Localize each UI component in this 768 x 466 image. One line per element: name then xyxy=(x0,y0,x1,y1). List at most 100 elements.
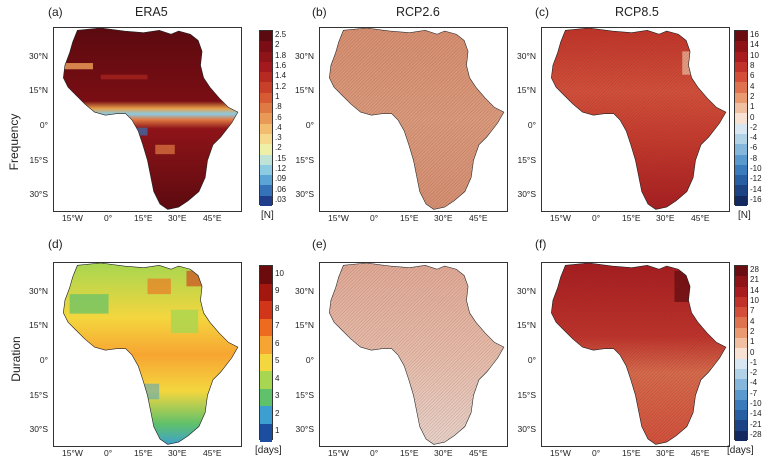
y-tick: 30°N xyxy=(29,286,48,296)
x-tick: 45°E xyxy=(203,213,222,223)
colorbar-swatch xyxy=(735,103,747,114)
colorbar-tick-label: .6 xyxy=(275,112,282,122)
colorbar-swatch xyxy=(735,51,747,63)
colorbar-swatch xyxy=(735,31,747,42)
colorbar-tick-label: 10 xyxy=(275,268,284,278)
y-tick: 0° xyxy=(527,355,536,365)
colorbar-era5-frequency xyxy=(259,30,273,207)
x-tick: 15°E xyxy=(134,448,153,458)
colorbar-swatch xyxy=(260,154,272,166)
y-tick: 15°N xyxy=(29,320,48,330)
y-tick: 0° xyxy=(305,120,314,130)
y-tick: 30°S xyxy=(29,424,48,434)
y-tick: 0° xyxy=(527,120,536,130)
x-tick: 45°E xyxy=(691,213,710,223)
colorbar-swatch xyxy=(735,399,747,411)
colorbar-tick-label: 8 xyxy=(750,61,755,71)
colorbar-swatch xyxy=(735,348,747,360)
x-tick: 15°E xyxy=(400,448,419,458)
colorbar-swatch xyxy=(260,175,272,186)
colorbar-swatch xyxy=(260,318,272,337)
colorbar-tick-label: -14 xyxy=(750,409,762,419)
colorbar-tick-label: -4 xyxy=(750,378,758,388)
y-tick: 30°N xyxy=(517,51,536,61)
x-tick: 45°E xyxy=(469,213,488,223)
colorbar-swatch xyxy=(735,92,747,104)
colorbar-swatch xyxy=(735,410,747,421)
colorbar-swatch xyxy=(735,123,747,135)
y-tick: 30°S xyxy=(517,424,536,434)
panel-letter-f: (f) xyxy=(535,237,547,251)
colorbar-swatch xyxy=(260,51,272,63)
colorbar-swatch xyxy=(260,423,272,442)
colorbar-tick-label: 1 xyxy=(750,102,755,112)
colorbar-swatch xyxy=(260,82,272,94)
y-tick: 30°S xyxy=(29,189,48,199)
colorbar-tick-label: 7 xyxy=(275,321,280,331)
colorbar-tick-label: 14 xyxy=(750,40,759,50)
x-tick: 30°E xyxy=(434,213,453,223)
y-tick: 30°N xyxy=(295,51,314,61)
colorbar-swatch xyxy=(735,379,747,391)
colorbar-tick-label: 16 xyxy=(750,30,759,40)
panel-letter-a: (a) xyxy=(48,5,63,19)
y-tick: 30°S xyxy=(295,189,314,199)
colorbar-swatch xyxy=(735,164,747,176)
colorbar-swatch xyxy=(260,123,272,135)
colorbar-swatch xyxy=(735,430,747,442)
colorbar-swatch xyxy=(735,82,747,94)
y-tick: 15°S xyxy=(29,155,48,165)
colorbar-swatch xyxy=(735,420,747,432)
colorbar-tick-label: -8 xyxy=(750,153,758,163)
colorbar-tick-label: -2 xyxy=(750,368,758,378)
colorbar-swatch xyxy=(260,72,272,83)
colorbar-tick-label: -16 xyxy=(750,194,762,204)
colorbar-unit-rcp-frequency: [N] xyxy=(738,210,751,221)
colorbar-swatch xyxy=(735,296,747,308)
y-axis-c: 30°N 15°N 0° 15°S 30°S xyxy=(506,27,539,210)
x-tick: 0° xyxy=(370,448,379,458)
colorbar-tick-label: 0 xyxy=(750,112,755,122)
colorbar-tick-label: 10 xyxy=(750,50,759,60)
y-tick: 15°S xyxy=(295,390,314,400)
colorbar-tick-label: -1 xyxy=(750,357,758,367)
colorbar-tick-label: .8 xyxy=(275,102,282,112)
colorbar-tick-label: -4 xyxy=(750,133,758,143)
colorbar-tick-label: 1 xyxy=(750,337,755,347)
colorbar-tick-label: 2 xyxy=(275,40,280,50)
y-tick: 15°N xyxy=(295,85,314,95)
y-tick: 0° xyxy=(39,355,48,365)
y-tick: 30°S xyxy=(517,189,536,199)
x-tick: 15°W xyxy=(62,213,83,223)
y-tick: 0° xyxy=(39,120,48,130)
x-tick: 15°W xyxy=(328,448,349,458)
x-tick: 30°E xyxy=(656,448,675,458)
y-axis-e: 30°N 15°N 0° 15°S 30°S xyxy=(284,262,317,445)
x-tick: 30°E xyxy=(168,448,187,458)
y-axis-a: 30°N 15°N 0° 15°S 30°S xyxy=(18,27,51,210)
colorbar-ticks-era5-frequency: 2.5 2 1.8 1.6 1.4 1.2 1.8.6.4.3.2.15.12.09.06.… xyxy=(275,30,303,205)
colorbar-tick-label: 6 xyxy=(275,338,280,348)
colorbar-tick-label: -2 xyxy=(750,122,758,132)
map-panel-d xyxy=(53,262,242,447)
colorbar-tick-label: -12 xyxy=(750,174,762,184)
x-tick: 0° xyxy=(104,213,113,223)
x-tick: 30°E xyxy=(656,213,675,223)
panel-letter-c: (c) xyxy=(535,5,549,19)
map-panel-f xyxy=(541,262,730,447)
colorbar-tick-label: .12 xyxy=(275,163,287,173)
map-panel-a xyxy=(53,27,242,212)
colorbar-tick-label: 1.4 xyxy=(275,71,287,81)
colorbar-tick-label: 4 xyxy=(275,373,280,383)
colorbar-tick-label: 3 xyxy=(275,391,280,401)
colorbar-swatch xyxy=(735,307,747,318)
colorbar-unit-era5-duration: [days] xyxy=(255,445,282,456)
x-tick: 15°E xyxy=(622,448,641,458)
colorbar-swatch xyxy=(735,72,747,83)
colorbar-tick-label: .03 xyxy=(275,194,287,204)
colorbar-tick-label: -10 xyxy=(750,163,762,173)
panel-letter-b: (b) xyxy=(312,5,327,19)
colorbar-unit-era5-frequency: [N] xyxy=(261,210,274,221)
colorbar-swatch xyxy=(260,266,272,284)
colorbar-tick-label: -21 xyxy=(750,419,762,429)
